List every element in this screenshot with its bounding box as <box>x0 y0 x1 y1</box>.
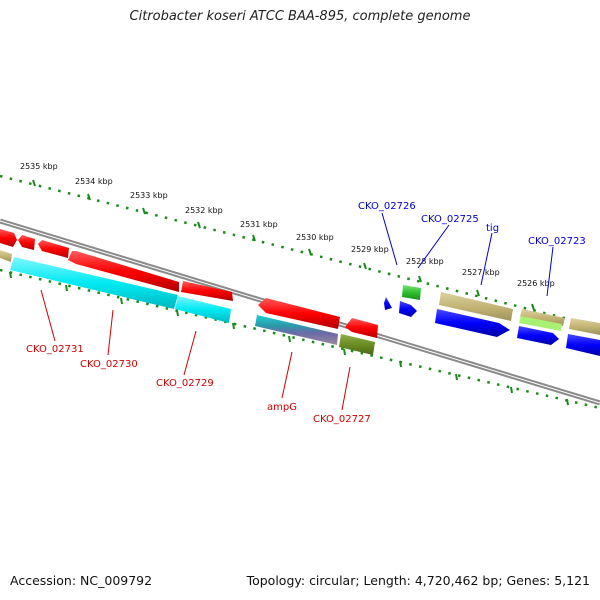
scale-tick <box>65 284 68 292</box>
scale-tick <box>120 297 123 305</box>
scale-tick <box>9 271 12 279</box>
lower-dotted-ring <box>0 268 600 410</box>
gene-label-cko-02723[interactable]: CKO_02723 <box>528 236 586 247</box>
scale-tick <box>566 398 569 406</box>
scale-label: 2527 kbp <box>462 268 500 277</box>
scale-tick <box>288 335 291 343</box>
scale-tick <box>343 348 346 356</box>
feature-block-darkolive[interactable] <box>339 334 375 355</box>
length-label: Length: <box>363 573 411 588</box>
map-title: Citrobacter koseri ATCC BAA-895, complet… <box>129 9 471 24</box>
genes-value: 5,121 <box>554 573 590 588</box>
gene-block[interactable] <box>0 250 12 262</box>
scale-tick <box>531 303 535 311</box>
accession-label: Accession: <box>10 573 77 588</box>
gene-block[interactable] <box>181 281 233 301</box>
scale-tick <box>399 360 402 368</box>
scale-tick <box>476 289 480 297</box>
gene-label-cko-02730[interactable]: CKO_02730 <box>80 359 138 370</box>
scale-tick <box>176 309 179 317</box>
gene-label-ampg[interactable]: ampG <box>267 402 297 413</box>
feature-block-olive[interactable] <box>520 309 565 326</box>
scale-label: 2535 kbp <box>20 162 58 171</box>
scale-tick <box>418 275 422 283</box>
gene-arrow-reverse[interactable] <box>566 334 600 356</box>
gene-label-cko-02725[interactable]: CKO_02725 <box>421 214 479 225</box>
gene-arrow-reverse[interactable] <box>435 309 510 337</box>
genome-summary: Topology: circular; Length: 4,720,462 bp… <box>246 573 590 588</box>
topology-value: circular <box>309 573 356 588</box>
scale-label: 2531 kbp <box>240 220 278 229</box>
scale-tick <box>87 193 91 201</box>
scale-tick <box>308 248 312 256</box>
scale-tick <box>142 207 146 215</box>
gene-arrow[interactable] <box>38 240 69 258</box>
gene-label-tig[interactable]: tig <box>486 223 499 234</box>
feature-block-lightgreen[interactable] <box>519 316 562 331</box>
length-value: 4,720,462 bp <box>414 573 499 588</box>
scale-tick <box>510 386 513 394</box>
gene-label-cko-02729[interactable]: CKO_02729 <box>156 378 214 389</box>
feature-block-olive[interactable] <box>439 292 513 321</box>
forward-strand-features <box>0 229 378 338</box>
gene-label-cko-02726[interactable]: CKO_02726 <box>358 201 416 212</box>
feature-block-mixed[interactable] <box>255 315 338 345</box>
scale-label: 2526 kbp <box>517 279 555 288</box>
upper-scale <box>0 174 600 329</box>
red-leader-lines <box>40 289 351 411</box>
gene-label-cko-02727[interactable]: CKO_02727 <box>313 414 371 425</box>
gene-arrow[interactable] <box>0 229 17 247</box>
scale-label: 2529 kbp <box>351 245 389 254</box>
scale-label: 2532 kbp <box>185 206 223 215</box>
topology-label: Topology: <box>246 573 306 588</box>
gene-arrow[interactable] <box>345 318 378 338</box>
gene-arrow-reverse[interactable] <box>517 326 559 345</box>
accession-value: NC_009792 <box>80 573 153 588</box>
scale-label: 2533 kbp <box>130 191 168 200</box>
lower-scale <box>0 268 600 410</box>
gene-arrow[interactable] <box>258 298 340 329</box>
feature-block-green[interactable] <box>402 285 421 300</box>
scale-tick <box>232 322 235 330</box>
gene-arrow[interactable] <box>68 251 179 292</box>
genes-label: Genes: <box>506 573 551 588</box>
other-features <box>10 257 600 356</box>
scale-label: 2530 kbp <box>296 233 334 242</box>
gene-arrow-reverse[interactable] <box>384 297 392 310</box>
scale-tick <box>363 262 367 270</box>
gene-arrow-reverse[interactable] <box>399 301 417 317</box>
scale-tick <box>197 221 201 229</box>
feature-block-cyan[interactable] <box>175 296 231 323</box>
scale-tick <box>252 234 256 242</box>
blue-leader-lines <box>381 212 554 297</box>
feature-block-olive[interactable] <box>569 318 600 335</box>
scale-label: 2534 kbp <box>75 177 113 186</box>
feature-block-cyan[interactable] <box>10 257 178 309</box>
accession-info: Accession: NC_009792 <box>10 573 152 588</box>
gene-label-cko-02731[interactable]: CKO_02731 <box>26 344 84 355</box>
scale-label: 2528 kbp <box>406 257 444 266</box>
scale-tick <box>455 373 458 381</box>
gene-arrow[interactable] <box>18 235 35 250</box>
scale-tick <box>32 179 36 187</box>
